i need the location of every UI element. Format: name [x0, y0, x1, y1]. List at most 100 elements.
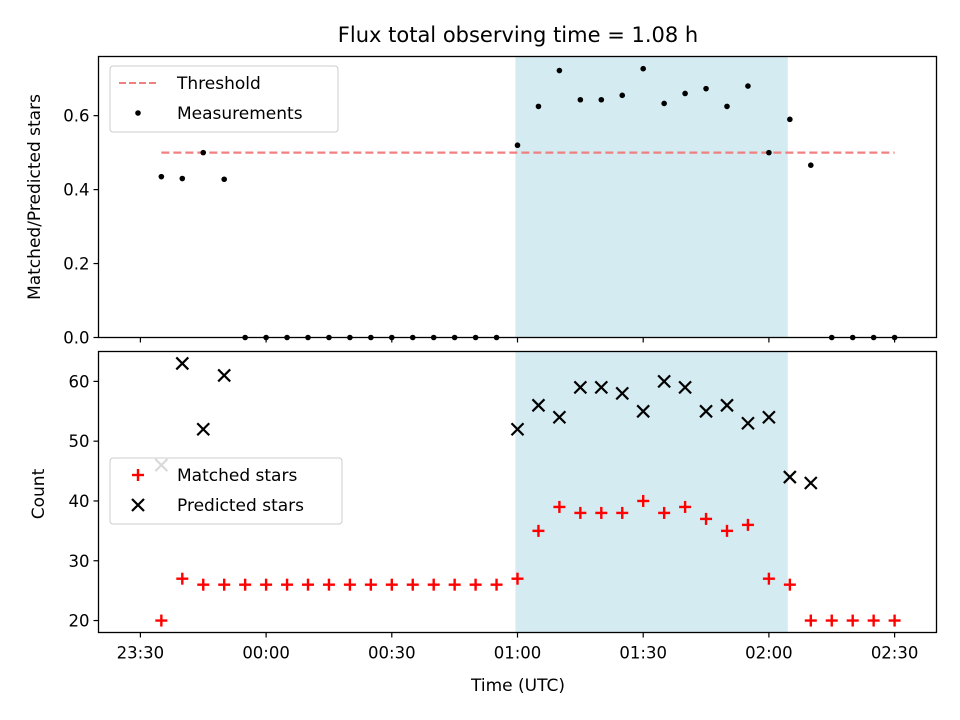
- x-tick-label: 00:00: [242, 644, 290, 663]
- data-point: [741, 518, 754, 531]
- data-point: [556, 67, 563, 74]
- data-point: [867, 614, 880, 627]
- x-tick-label: 01:30: [619, 644, 667, 663]
- data-point: [766, 149, 772, 156]
- data-point: [637, 494, 650, 507]
- bottom-x-ticks: 23:30 00:00 00:30 01:00 01:30 02:00 02:30: [117, 632, 919, 663]
- x-tick-label: 00:30: [368, 644, 416, 663]
- data-point: [619, 92, 626, 99]
- legend-predicted-label: Predicted stars: [177, 496, 304, 516]
- data-point: [343, 578, 356, 591]
- y-tick-label: 30: [69, 552, 90, 571]
- data-point: [577, 96, 584, 103]
- data-point: [221, 176, 227, 183]
- data-point: [699, 404, 713, 419]
- data-point: [745, 83, 751, 89]
- data-point: [200, 149, 207, 156]
- y-tick-label: 50: [69, 432, 90, 451]
- data-point: [594, 380, 609, 395]
- data-point: [825, 614, 838, 627]
- legend-matched-label: Matched stars: [177, 466, 297, 486]
- data-point: [574, 506, 587, 519]
- top-plot-area: [158, 56, 898, 341]
- highlight-span: [515, 56, 788, 338]
- data-point: [427, 578, 440, 591]
- legend-predicted-swatch: [131, 498, 145, 512]
- data-point: [700, 512, 713, 525]
- series-predicted-stars: [154, 356, 818, 490]
- data-point: [762, 572, 775, 585]
- data-point: [615, 386, 630, 401]
- data-point: [783, 578, 796, 591]
- legend-measurements-label: Measurements: [177, 104, 303, 124]
- highlight-span: [515, 351, 788, 633]
- data-point: [804, 614, 817, 627]
- y-tick-label: 0.2: [63, 255, 89, 274]
- data-point: [260, 578, 273, 591]
- data-point: [721, 524, 733, 537]
- top-y-axis-label: Matched/Predicted stars: [25, 94, 45, 300]
- data-point: [720, 398, 734, 413]
- data-point: [741, 416, 755, 431]
- top-y-ticks: 0.0 0.2 0.4 0.6: [63, 107, 99, 348]
- data-point: [808, 162, 814, 169]
- series-matched-stars: [155, 494, 901, 627]
- top-legend: Threshold Measurements: [109, 65, 339, 133]
- chart-title: Flux total observing time = 1.08 h: [338, 23, 698, 47]
- data-point: [535, 103, 542, 110]
- data-point: [531, 398, 546, 413]
- top-legend-box: [109, 65, 339, 133]
- x-axis-label: Time (UTC): [470, 676, 565, 696]
- top-panel: 0.0 0.2 0.4 0.6 Matched/Predicted stars Thr…: [25, 55, 938, 348]
- y-tick-label: 60: [69, 372, 90, 391]
- data-point: [179, 175, 186, 182]
- data-point: [197, 578, 210, 591]
- data-point: [385, 578, 398, 591]
- data-point: [196, 422, 211, 437]
- y-tick-label: 40: [69, 492, 90, 511]
- data-point: [532, 524, 545, 537]
- data-point: [155, 614, 168, 627]
- y-tick-label: 0.4: [63, 181, 89, 200]
- data-point: [406, 578, 419, 591]
- data-point: [553, 500, 566, 513]
- data-point: [636, 404, 650, 419]
- data-point: [176, 572, 189, 585]
- x-tick-label: 01:00: [494, 644, 542, 663]
- data-point: [218, 578, 231, 591]
- data-point: [552, 410, 567, 425]
- data-point: [322, 578, 335, 591]
- data-point: [616, 506, 629, 519]
- data-point: [510, 422, 525, 437]
- data-point: [302, 578, 314, 591]
- data-point: [511, 572, 524, 585]
- data-point: [724, 103, 730, 110]
- data-point: [657, 374, 671, 389]
- data-point: [217, 368, 231, 383]
- top-x-ticks: [139, 337, 896, 343]
- x-tick-label: 02:00: [745, 644, 793, 663]
- bottom-y-axis-label: Count: [29, 468, 49, 519]
- data-point: [679, 500, 692, 513]
- data-point: [703, 85, 709, 92]
- data-point: [787, 116, 793, 123]
- y-tick-label: 0.6: [63, 107, 89, 126]
- data-point: [448, 578, 461, 591]
- data-point: [762, 410, 776, 425]
- data-point: [804, 476, 818, 490]
- data-point: [888, 614, 901, 627]
- data-point: [364, 578, 377, 591]
- data-point: [598, 96, 605, 103]
- bottom-legend-box: [109, 457, 343, 525]
- data-point: [682, 90, 688, 97]
- bottom-legend: Matched stars Predicted stars: [109, 457, 343, 525]
- x-tick-label: 02:30: [871, 644, 919, 663]
- bottom-panel: 20 30 40 50 60 23:30 00:00 00:30 01:00 01:30 02:0…: [29, 350, 938, 696]
- data-point: [514, 142, 521, 149]
- data-point: [281, 578, 294, 591]
- data-point: [661, 100, 667, 107]
- data-point: [846, 614, 859, 627]
- data-point: [175, 356, 190, 371]
- data-point: [239, 578, 252, 591]
